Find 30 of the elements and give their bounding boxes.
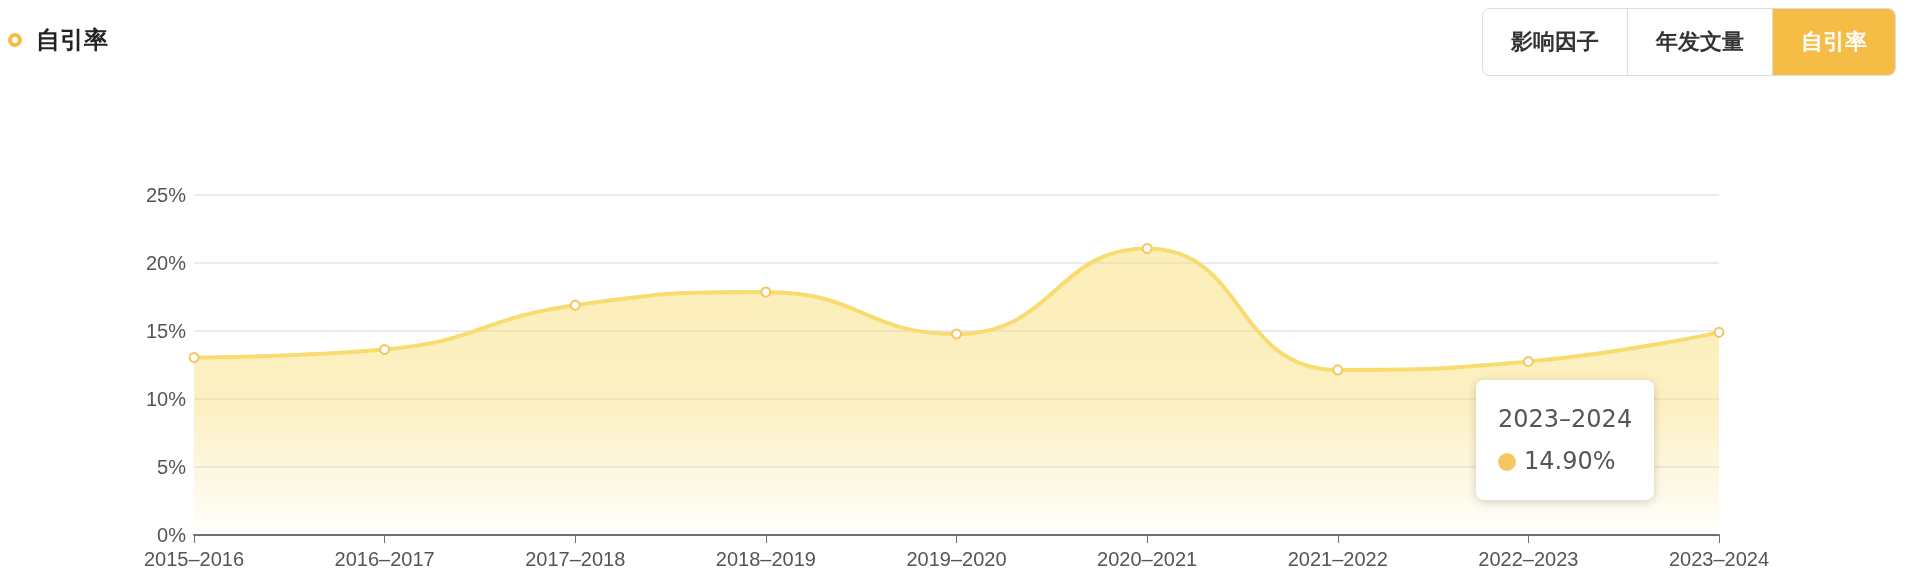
x-tick-label: 2017–2018 xyxy=(525,548,626,570)
point xyxy=(1141,242,1153,254)
chart-title: 自引率 xyxy=(36,25,108,56)
text: 年发文量 xyxy=(1628,9,1773,75)
point xyxy=(760,286,772,298)
x-tick-label: 2019–2020 xyxy=(906,548,1007,570)
y-tick-label: 20% xyxy=(145,252,187,274)
point xyxy=(569,299,581,311)
point xyxy=(951,328,962,340)
annotation: 14.90% xyxy=(1524,447,1616,476)
x-tick-label: 2022–2023 xyxy=(1478,548,1579,570)
point xyxy=(379,344,391,355)
y-tick-label: 10% xyxy=(145,388,187,410)
y-tick-label: 15% xyxy=(145,320,187,342)
x-tick-label: 2015–2016 xyxy=(143,548,245,570)
text: 自引率 xyxy=(1773,9,1895,75)
point xyxy=(1522,356,1534,368)
text: 影响因子 xyxy=(1483,9,1628,75)
y-tick-label: 5% xyxy=(157,456,187,478)
x-tick-label: 2016–2017 xyxy=(334,548,435,570)
annotation: 2023–2024 xyxy=(1498,405,1633,434)
point xyxy=(1713,326,1725,338)
x-tick-label: 2020–2021 xyxy=(1097,548,1198,570)
y-tick-label: 25% xyxy=(145,184,187,206)
point xyxy=(188,352,200,364)
y-tick-label: 0% xyxy=(157,524,187,546)
point xyxy=(1332,364,1344,376)
x-tick-label: 2023–2024 xyxy=(1668,548,1770,570)
x-tick-label: 2018–2019 xyxy=(715,548,816,570)
x-tick-label: 2021–2022 xyxy=(1287,548,1388,570)
